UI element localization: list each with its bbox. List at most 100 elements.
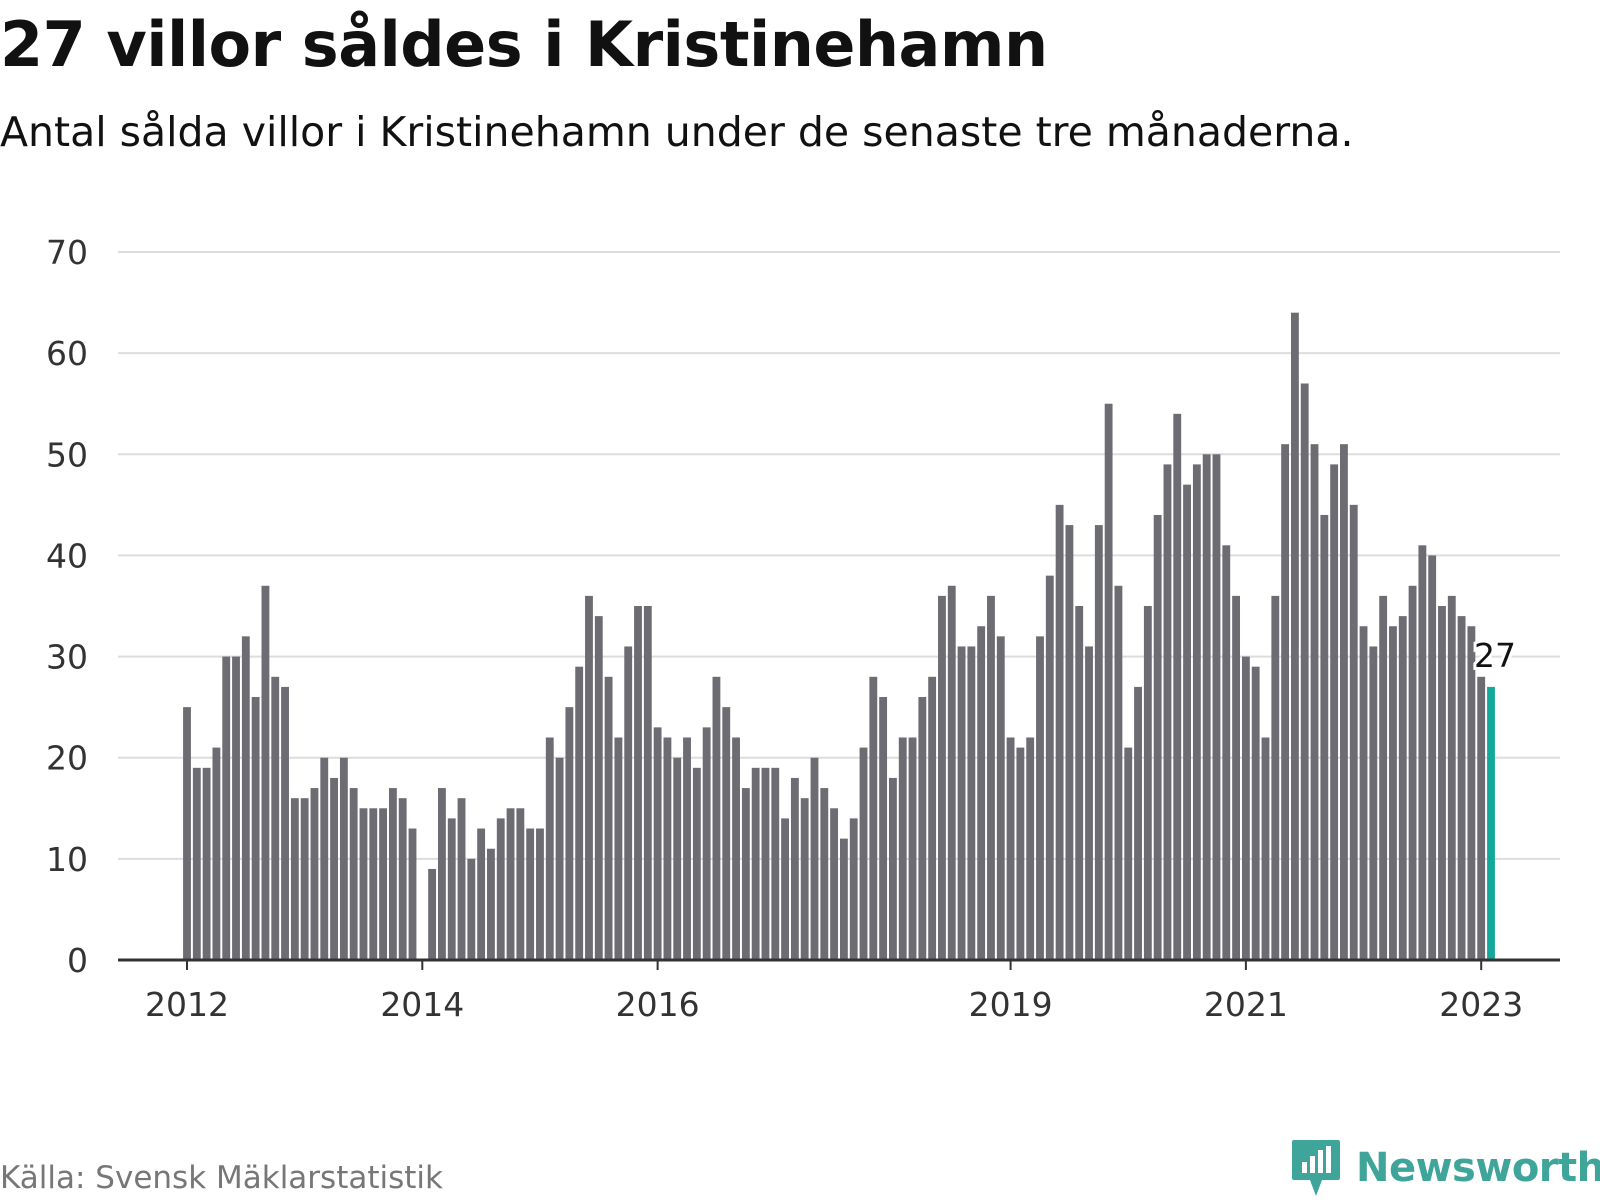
bar [290, 798, 299, 960]
bar [800, 798, 809, 960]
bar [830, 808, 839, 960]
bar [859, 747, 868, 960]
y-tick-label: 60 [46, 334, 88, 373]
bar [1310, 444, 1319, 961]
bar [820, 788, 829, 960]
bar [1055, 504, 1064, 960]
bar [967, 646, 976, 960]
bar [879, 697, 888, 960]
bar [839, 838, 848, 960]
bar [1428, 555, 1437, 960]
bar [1134, 686, 1142, 960]
bar [388, 788, 397, 960]
y-axis-ticks: 0 10 20 30 40 50 60 70 [46, 233, 88, 980]
bar [251, 697, 260, 960]
bar [398, 798, 407, 960]
bar [692, 767, 701, 960]
bar [869, 676, 878, 960]
bar [938, 595, 946, 960]
bar [1036, 636, 1044, 960]
bar [1349, 504, 1358, 960]
bar [1016, 747, 1025, 960]
bar [467, 858, 476, 960]
bar [751, 767, 760, 960]
x-tick-label: 2023 [1439, 985, 1523, 1024]
bar [987, 595, 995, 960]
bar [1251, 666, 1260, 960]
bar [1045, 575, 1054, 960]
bar [1457, 616, 1466, 960]
y-tick-label: 40 [46, 536, 88, 575]
bar [1241, 656, 1250, 960]
bar [477, 828, 486, 960]
bar [1192, 464, 1201, 960]
bar [1173, 413, 1182, 960]
bar [565, 707, 574, 960]
bar [183, 707, 191, 960]
bar [437, 788, 446, 960]
bar [790, 777, 799, 960]
bar [1467, 626, 1476, 960]
bar [1330, 464, 1339, 960]
bar-chart: 0 10 20 30 40 50 60 70 2012 2014 2016 2019 2021 2023… [46, 233, 1560, 1024]
bar [1006, 737, 1015, 960]
bar [202, 767, 211, 960]
bar [516, 808, 525, 960]
bar [320, 757, 329, 960]
bar [1300, 383, 1309, 960]
bar [575, 666, 584, 960]
bar [232, 656, 240, 960]
bar [1026, 737, 1035, 960]
bar [1271, 595, 1280, 960]
bar [1398, 616, 1407, 960]
bar-highlight [1487, 686, 1495, 960]
x-tick-label: 2019 [969, 985, 1053, 1024]
bar [908, 737, 917, 960]
bar [526, 828, 535, 960]
bar [1124, 747, 1133, 960]
bar [1281, 444, 1290, 961]
bar [359, 808, 368, 960]
bar [585, 595, 593, 960]
bar [1418, 545, 1427, 960]
bar [722, 707, 731, 960]
bar [369, 808, 378, 960]
bar [1232, 595, 1241, 960]
annotations: 27 [1471, 633, 1519, 678]
bar [604, 676, 613, 960]
bar [1202, 454, 1211, 960]
bar [1447, 595, 1456, 960]
x-tick-label: 2012 [145, 985, 229, 1024]
bar [712, 676, 721, 960]
bar [643, 606, 652, 960]
bar [1104, 403, 1113, 960]
bar [1163, 464, 1172, 960]
bar [545, 737, 554, 960]
bar [1183, 484, 1191, 960]
bar [1369, 646, 1378, 960]
bar [300, 798, 309, 960]
bar [1212, 454, 1221, 960]
bar [781, 818, 789, 960]
bar [192, 767, 201, 960]
bar [1320, 514, 1329, 960]
bar [663, 737, 672, 960]
x-tick-label: 2021 [1204, 985, 1288, 1024]
bar [1094, 525, 1103, 960]
chart-title: 27 villor såldes i Kristinehamn [0, 8, 1048, 81]
bar [732, 737, 740, 960]
newsworthy-logo-icon [1292, 1140, 1340, 1196]
bar [977, 626, 986, 960]
bar [1438, 606, 1446, 960]
bar [536, 828, 544, 960]
bar [212, 747, 221, 960]
bar [957, 646, 966, 960]
bar [1222, 545, 1231, 960]
bar [222, 656, 231, 960]
bar [1114, 585, 1123, 960]
y-tick-label: 30 [46, 638, 88, 677]
bar [702, 727, 711, 960]
bar [1359, 626, 1368, 960]
bar [1408, 585, 1417, 960]
bar [918, 697, 927, 960]
